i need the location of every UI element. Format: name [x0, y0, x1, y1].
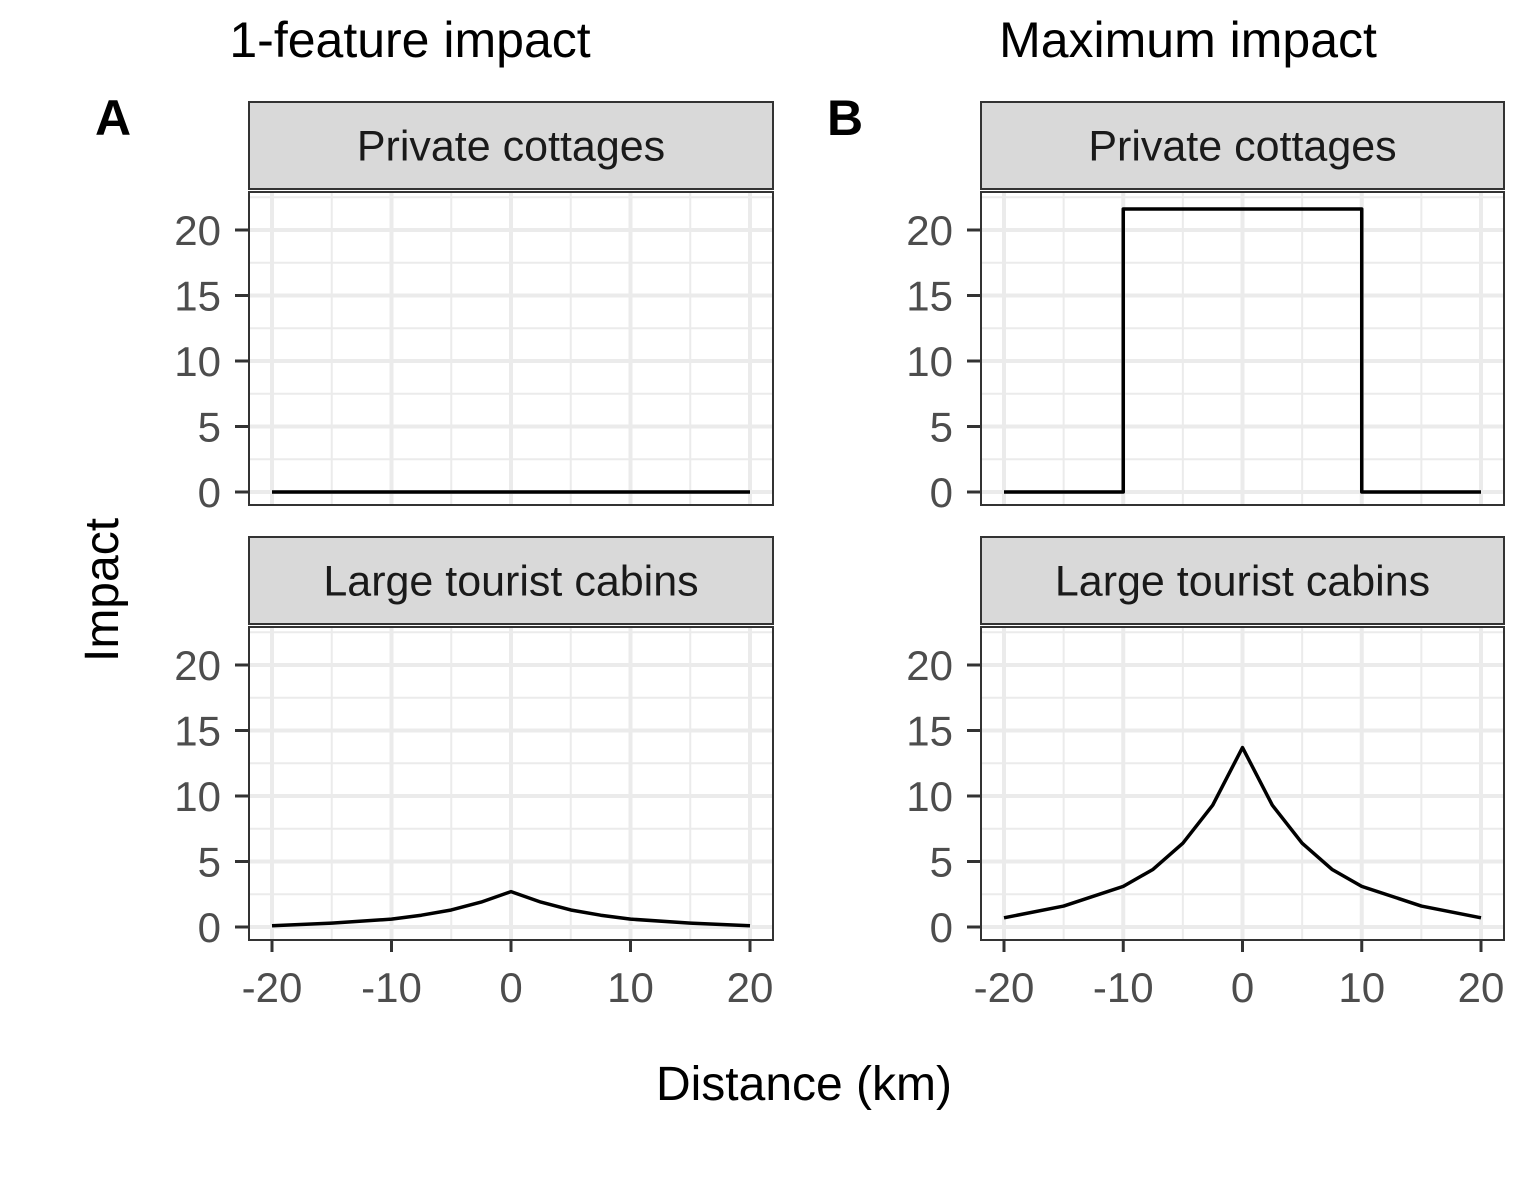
- column-title-b: Maximum impact: [999, 12, 1377, 68]
- y-tick-label: 15: [174, 708, 221, 755]
- panel-border: [980, 191, 1505, 506]
- panel-a-0: 1-feature impact A Private cottages 0 5 10 15 2…: [95, 12, 774, 516]
- x-tick-label: -10: [361, 964, 422, 1011]
- y-tick-label: 5: [930, 839, 953, 886]
- grid-lines: [249, 627, 773, 940]
- facet-strip: [980, 101, 1505, 190]
- facet-strip-label: Private cottages: [1088, 123, 1396, 171]
- y-tick-label: 10: [174, 773, 221, 820]
- facet-strip-label: Private cottages: [357, 123, 665, 171]
- series-line: [1003, 745, 1482, 920]
- y-tick-label: 5: [198, 839, 221, 886]
- panel-tag-a: A: [95, 90, 131, 146]
- series-line: [271, 889, 751, 928]
- x-tick-label: -20: [974, 964, 1035, 1011]
- y-tick-label: 5: [930, 404, 953, 451]
- panel-b-3: Large tourist cabins 0 5 10 15 20 -20 -10 0 10 20: [906, 536, 1505, 1011]
- panel-b-2: Maximum impact B Private cottages 0 5 10 15 20: [827, 12, 1505, 516]
- y-tick-label: 0: [930, 904, 953, 951]
- panel-border: [248, 191, 774, 506]
- y-tick-label: 20: [174, 642, 221, 689]
- x-tick-label: 20: [1458, 964, 1505, 1011]
- x-tick-label: -10: [1093, 964, 1154, 1011]
- y-tick-label: 0: [198, 469, 221, 516]
- y-tick-label: 15: [174, 273, 221, 320]
- y-tick-label: 15: [906, 273, 953, 320]
- x-tick-label: 10: [1338, 964, 1385, 1011]
- grid-lines: [981, 627, 1504, 940]
- y-tick-label: 20: [174, 207, 221, 254]
- y-tick-label: 10: [906, 338, 953, 385]
- chart-panels: 1-feature impact A Private cottages 0 5 10 15 2…: [95, 12, 1505, 1011]
- y-tick-label: 20: [906, 642, 953, 689]
- x-tick-label: 10: [607, 964, 654, 1011]
- y-tick-label: 0: [930, 469, 953, 516]
- facet-strip: [248, 101, 774, 190]
- y-tick-label: 15: [906, 708, 953, 755]
- x-tick-label: 0: [1231, 964, 1254, 1011]
- y-tick-label: 10: [174, 338, 221, 385]
- y-tick-label: 0: [198, 904, 221, 951]
- facet-strip: [248, 536, 774, 625]
- x-axis-label: Distance (km): [656, 1058, 952, 1111]
- facet-strip-label: Large tourist cabins: [323, 558, 698, 606]
- column-title-a: 1-feature impact: [229, 12, 590, 68]
- y-tick-label: 20: [906, 207, 953, 254]
- facet-strip: [980, 536, 1505, 625]
- series-line: [1004, 207, 1481, 494]
- y-tick-label: 10: [906, 773, 953, 820]
- x-tick-label: -20: [242, 964, 303, 1011]
- panel-tag-b: B: [827, 90, 863, 146]
- y-axis-label: Impact: [76, 518, 129, 662]
- facet-strip-label: Large tourist cabins: [1055, 558, 1430, 606]
- x-tick-label: 0: [499, 964, 522, 1011]
- panel-a-1: Large tourist cabins 0 5 10 15 20 -20 -10 0 10 20: [174, 536, 774, 1011]
- x-tick-label: 20: [727, 964, 774, 1011]
- y-tick-label: 5: [198, 404, 221, 451]
